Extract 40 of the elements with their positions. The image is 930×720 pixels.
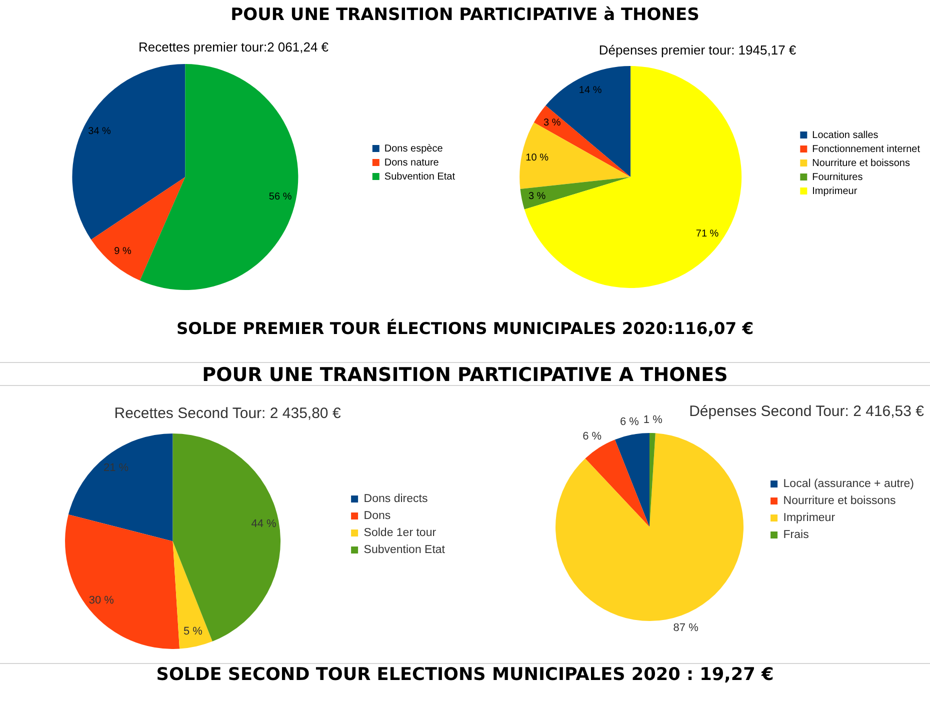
data-label: 6 %	[620, 416, 640, 428]
data-label: 3 %	[528, 190, 546, 202]
data-label: 14 %	[578, 85, 602, 96]
data-label: 21 %	[103, 462, 129, 474]
legend-label: Dons directs	[364, 493, 428, 506]
data-label: 9 %	[114, 246, 132, 258]
legend-label: Local (assurance + autre)	[783, 478, 914, 490]
legend-label: Fournitures	[812, 172, 863, 183]
legend-label: Solde 1er tour	[364, 527, 436, 540]
legend-label: Subvention Etat	[364, 544, 446, 556]
chart-title: Dépenses premier tour: 1945,17 €	[598, 42, 797, 58]
legend-label: Nourriture et boissons	[783, 495, 896, 508]
legend-label: Location salles	[812, 130, 878, 141]
data-label: 10 %	[526, 152, 549, 164]
text: SOLDE PREMIER TOUR ÉLECTIONS MUNICIPALES 2020:116,07 €	[175, 319, 755, 339]
data-label: 1 %	[643, 414, 663, 426]
legend-label: Dons espèce	[384, 143, 444, 154]
legend-label: Dons nature	[384, 157, 440, 168]
data-label: 71 %	[696, 228, 719, 240]
chart-title: Dépenses Second Tour: 2 416,53 €	[689, 403, 925, 420]
data-label: 87 %	[673, 622, 699, 634]
legend-label: Fonctionnement internet	[812, 144, 920, 155]
data-label: 30 %	[88, 594, 114, 606]
data-label: 5 %	[184, 626, 203, 638]
data-label: 3 %	[544, 117, 561, 128]
chart-title: Recettes premier tour:2 061,24 €	[138, 39, 330, 54]
data-label: 44 %	[251, 518, 277, 530]
data-label: 56 %	[268, 192, 292, 203]
text: POUR UNE TRANSITION PARTICIPATIVE A THONES	[201, 363, 729, 387]
text: POUR UNE TRANSITION PARTICIPATIVE à THONES	[230, 4, 700, 26]
data-label: 6 %	[582, 430, 602, 443]
legend-label: Nourriture et boissons	[812, 158, 910, 169]
legend-label: Dons	[364, 510, 391, 522]
legend-label: Imprimeur	[783, 512, 836, 524]
legend-label: Imprimeur	[812, 186, 858, 197]
legend-label: Frais	[783, 529, 810, 542]
legend-label: Subvention Etat	[384, 171, 456, 182]
chart-title: Recettes Second Tour: 2 435,80 €	[114, 405, 342, 422]
data-label: 34 %	[88, 126, 112, 137]
text: SOLDE SECOND TOUR ELECTIONS MUNICIPALES 2020 : 19,27 €	[155, 664, 775, 686]
